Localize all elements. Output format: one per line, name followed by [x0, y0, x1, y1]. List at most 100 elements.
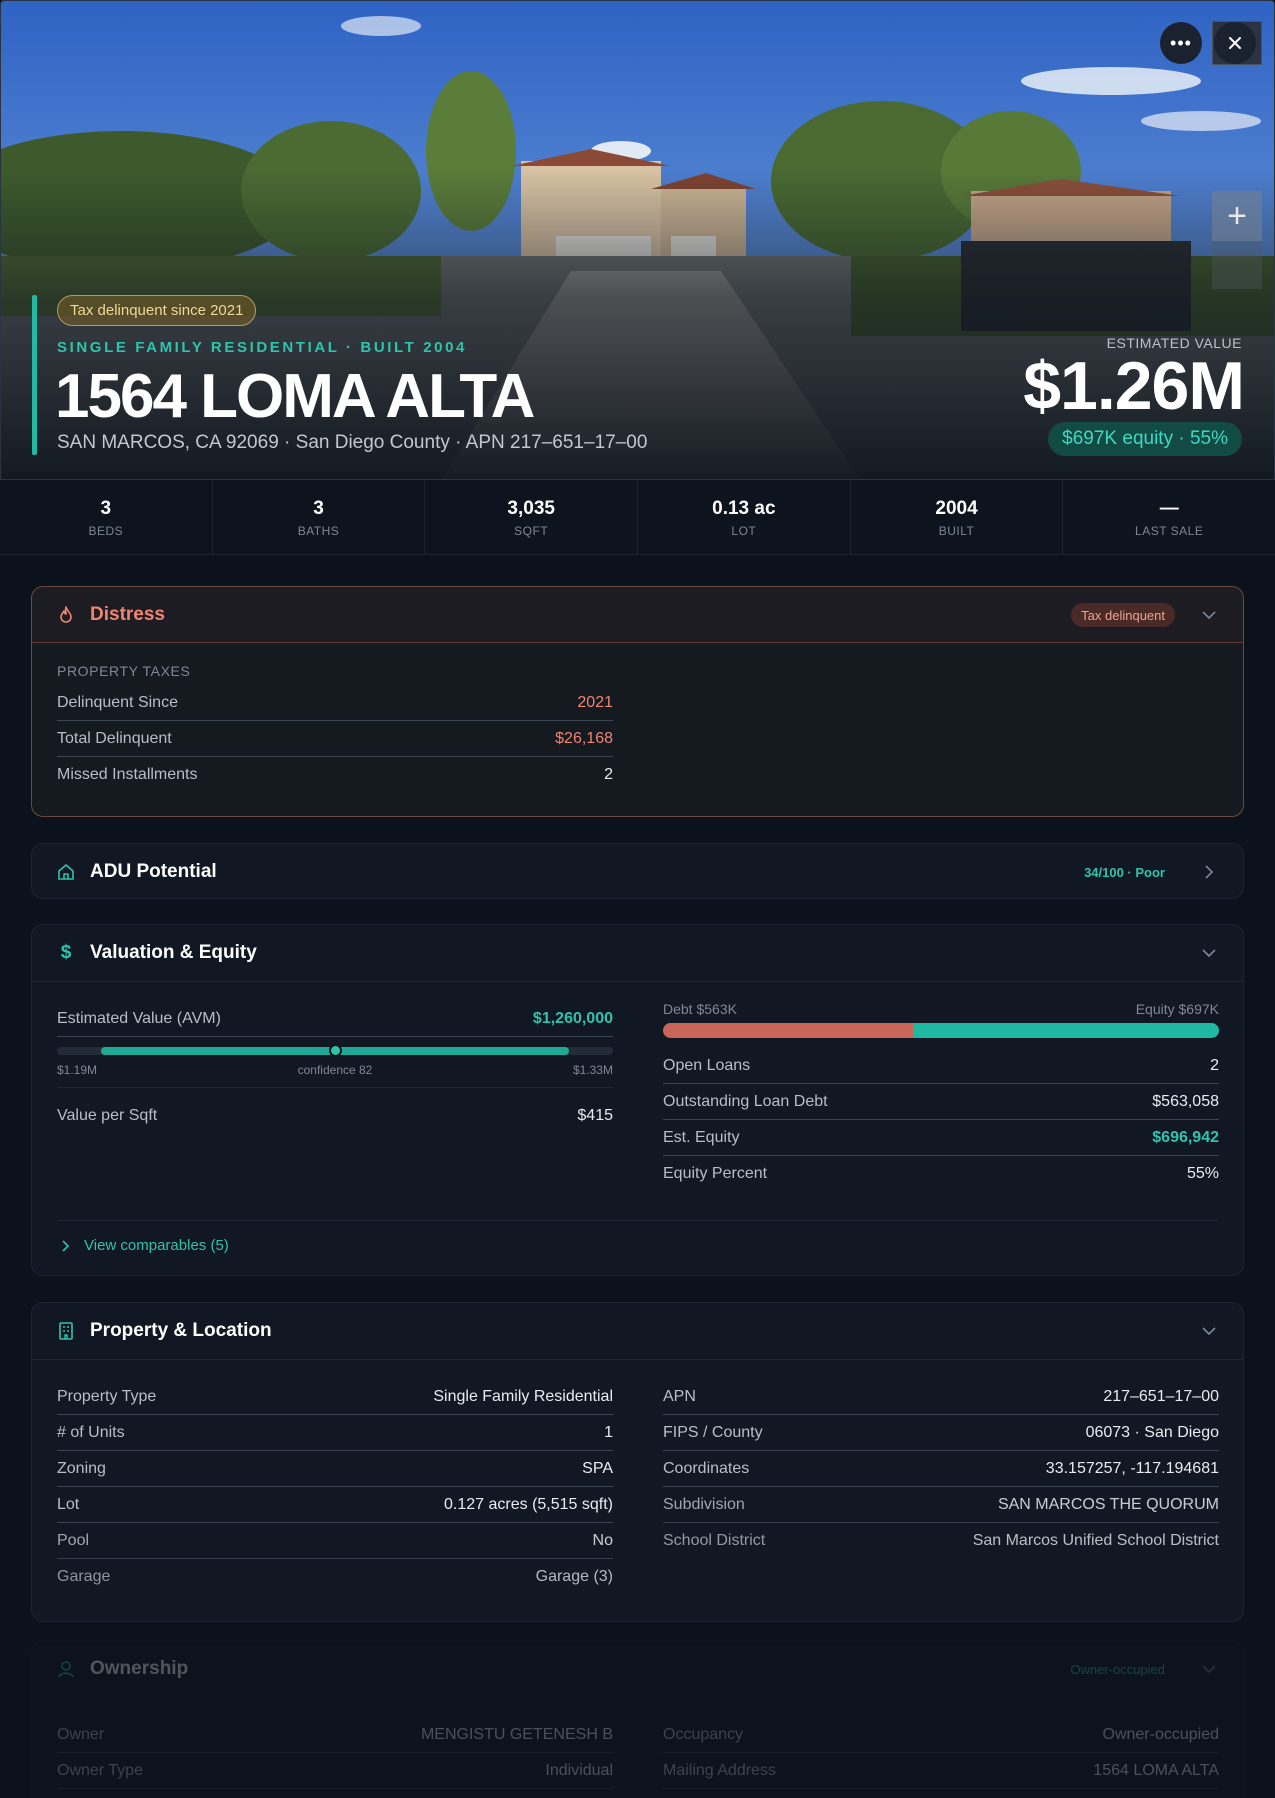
valuation-right-column: Debt $563K Equity $697K Open Loans 2 Outs… [663, 1001, 1219, 1192]
row-value: Garage (3) [535, 1568, 613, 1585]
row-label: Property Type [57, 1387, 157, 1405]
property-subtitle: SINGLE FAMILY RESIDENTIAL · BUILT 2004 [57, 339, 467, 356]
adu-header[interactable]: ADU Potential 34/100 · Poor [32, 844, 1243, 900]
stat-last-sale: — LAST SALE [1063, 480, 1275, 554]
ownership-row: Mailing Address 1564 LOMA ALTA [663, 1753, 1219, 1789]
equity-pill: $697K equity · 55% [1048, 422, 1242, 456]
stat-label: BEDS [88, 524, 124, 538]
row-label: Delinquent Since [57, 693, 178, 711]
property-location-card: Property & Location Property Type Single … [31, 1302, 1244, 1622]
chevron-down-icon[interactable] [1199, 943, 1219, 963]
zoom-in-button[interactable]: + [1212, 191, 1262, 241]
row-label: Value per Sqft [57, 1107, 158, 1124]
view-comparables-link[interactable]: View comparables (5) [62, 1237, 229, 1254]
row-label: Outstanding Loan Debt [663, 1092, 828, 1110]
ownership-title: Ownership [90, 1658, 189, 1679]
home-icon [56, 862, 76, 882]
chevron-down-icon[interactable] [1199, 1659, 1219, 1679]
row-value: SAN MARCOS THE QUORUM [997, 1495, 1219, 1513]
row-value: 217–651–17–00 [1103, 1387, 1219, 1405]
close-icon [1229, 37, 1241, 49]
adu-title: ADU Potential [90, 861, 217, 882]
valuation-header[interactable]: $ Valuation & Equity [32, 925, 1243, 981]
row-value: $696,942 [1152, 1128, 1219, 1146]
stat-label: LOT [731, 524, 757, 538]
chevron-down-icon[interactable] [1199, 1321, 1219, 1341]
ownership-row: Owner Type Individual [57, 1753, 613, 1789]
row-value: 2 [1210, 1056, 1219, 1074]
property-taxes-label: PROPERTY TAXES [57, 663, 191, 679]
stat-value: 2004 [935, 498, 978, 519]
row-value: Owner-occupied [1102, 1725, 1220, 1743]
row-label: Garage [57, 1568, 111, 1585]
stat-label: LAST SALE [1135, 524, 1204, 538]
property-row: Subdivision SAN MARCOS THE QUORUM [663, 1487, 1219, 1523]
row-value: 55% [1186, 1165, 1219, 1182]
debt-label: Debt $563K [663, 1001, 737, 1017]
divider [57, 1220, 1218, 1221]
view-comparables-label: View comparables (5) [84, 1237, 229, 1254]
row-label: School District [663, 1532, 766, 1549]
distress-header[interactable]: Distress Tax delinquent [32, 587, 1243, 643]
row-value: SPA [582, 1459, 613, 1477]
ownership-header[interactable]: Ownership Owner-occupied [32, 1641, 1243, 1697]
property-row: Zoning SPA [57, 1451, 613, 1487]
chevron-right-icon[interactable] [1199, 862, 1219, 882]
debt-equity-bar [663, 1023, 1219, 1038]
row-label: # of Units [57, 1423, 125, 1441]
row-label: Est. Equity [663, 1128, 740, 1146]
debt-equity-labels: Debt $563K Equity $697K [663, 1001, 1219, 1017]
valuation-title: Valuation & Equity [90, 942, 257, 963]
ownership-card: Ownership Owner-occupied Owner MENGISTU G… [31, 1640, 1244, 1798]
distress-title: Distress [90, 603, 165, 625]
divider [32, 981, 1243, 982]
property-location: SAN MARCOS, CA 92069 · San Diego County … [57, 432, 648, 453]
stat-sqft: 3,035 SQFT [425, 480, 639, 554]
loan-row: Est. Equity $696,942 [663, 1120, 1219, 1156]
more-options-button[interactable]: ••• [1160, 22, 1202, 64]
property-row: Lot 0.127 acres (5,515 sqft) [57, 1487, 613, 1523]
row-value: No [592, 1531, 613, 1549]
dollar-icon: $ [60, 942, 72, 963]
more-horizontal-icon: ••• [1170, 32, 1192, 53]
adu-card[interactable]: ADU Potential 34/100 · Poor [31, 843, 1244, 899]
chevron-down-icon[interactable] [1199, 605, 1219, 625]
stat-built: 2004 BUILT [851, 480, 1064, 554]
divider [32, 1359, 1243, 1360]
property-row: Pool No [57, 1523, 613, 1559]
zoom-control-lower[interactable] [1212, 241, 1262, 289]
row-value: $563,058 [1152, 1092, 1219, 1110]
property-row: School District San Marcos Unified School… [663, 1523, 1219, 1559]
row-label: Coordinates [663, 1459, 750, 1477]
stat-beds: 3 BEDS [0, 480, 213, 554]
loan-row: Equity Percent 55% [663, 1156, 1219, 1192]
stat-value: 3 [313, 498, 324, 519]
confidence-label: confidence 82 [297, 1063, 373, 1077]
row-label: APN [663, 1387, 696, 1405]
estimated-value: $1.26M [1023, 348, 1245, 424]
accent-bar [32, 295, 37, 455]
property-row: APN 217–651–17–00 [663, 1379, 1219, 1415]
row-label: Pool [57, 1531, 90, 1549]
row-value: 0.127 acres (5,515 sqft) [444, 1495, 613, 1513]
avm-row: Estimated Value (AVM) $1,260,000 [57, 1001, 613, 1037]
equity-label: Equity $697K [1135, 1001, 1219, 1017]
adu-score-badge: 34/100 · Poor [1084, 864, 1165, 880]
row-value: 2021 [577, 693, 613, 711]
row-value: 33.157257, -117.194681 [1045, 1459, 1219, 1477]
valuation-left-column: Estimated Value (AVM) $1,260,000 $1.19M … [57, 1001, 613, 1134]
row-value: 1 [604, 1423, 613, 1441]
stats-bar: 3 BEDS 3 BATHS 3,035 SQFT 0.13 ac LOT 2004 BU… [0, 480, 1275, 555]
ownership-right-column: Occupancy Owner-occupied Mailing Address 1… [663, 1717, 1219, 1789]
row-label: Mailing Address [663, 1761, 776, 1779]
distress-row: Total Delinquent $26,168 [57, 721, 613, 757]
property-header[interactable]: Property & Location [32, 1303, 1243, 1359]
row-value: Single Family Residential [433, 1387, 613, 1405]
ownership-left-column: Owner MENGISTU GETENESH B Owner Type Indiv… [57, 1717, 613, 1789]
close-button[interactable] [1214, 22, 1256, 64]
avm-range-bar [57, 1044, 613, 1057]
distress-row: Delinquent Since 2021 [57, 685, 613, 721]
row-label: Owner [57, 1725, 105, 1743]
row-label: Open Loans [663, 1056, 751, 1074]
